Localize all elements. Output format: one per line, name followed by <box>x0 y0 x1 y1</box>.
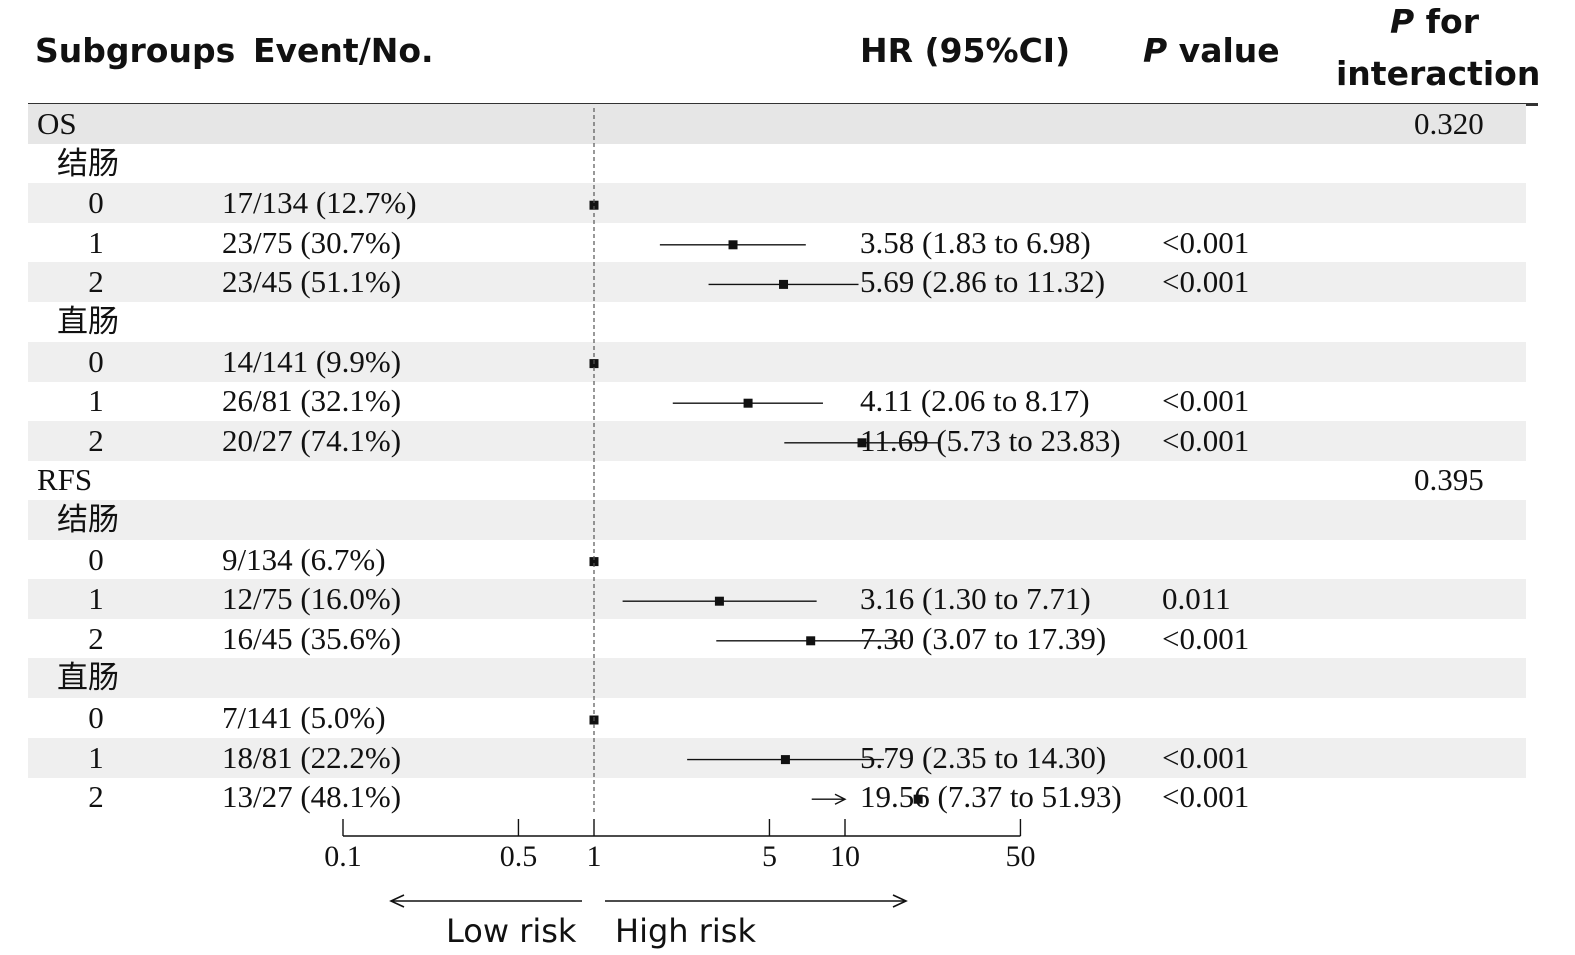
hazard-ratio-ci: 5.79 (2.35 to 14.30) <box>860 739 1107 775</box>
hr-point <box>728 240 738 250</box>
group-label: 直肠 <box>57 660 119 696</box>
row-band <box>28 579 1526 620</box>
p-value: 0.011 <box>1162 581 1231 617</box>
hazard-ratio-ci: 11.69 (5.73 to 23.83) <box>860 422 1121 458</box>
ci-arrow <box>834 793 847 805</box>
event-count: 23/75 (30.7%) <box>222 224 402 260</box>
hazard-ratio-ci: 19.56 (7.37 to 51.93) <box>860 779 1122 815</box>
hr-point <box>913 794 923 804</box>
header-p-italic: P <box>1143 31 1168 70</box>
event-count: 7/141 (5.0%) <box>222 700 386 735</box>
hazard-ratio-ci: 3.58 (1.83 to 6.98) <box>860 224 1091 260</box>
row-band <box>28 658 1526 699</box>
header-hr: HR (95%CI) <box>860 31 1071 70</box>
event-count: 23/45 (51.1%) <box>222 264 402 300</box>
hr-point <box>589 557 599 567</box>
level-label: 2 <box>88 422 104 458</box>
level-label: 2 <box>88 779 104 815</box>
p-value: <0.001 <box>1162 264 1250 300</box>
interaction-p-value: 0.320 <box>1414 106 1484 141</box>
x-tick-label: 1 <box>587 840 602 873</box>
header-subgroups: Subgroups <box>35 31 236 70</box>
header-events: Event/No. <box>253 31 434 70</box>
x-tick-label: 0.5 <box>500 840 538 873</box>
section-label: OS <box>37 106 77 141</box>
hr-point <box>714 596 724 606</box>
p-value: <0.001 <box>1162 620 1250 656</box>
high-risk-label: High risk <box>615 912 756 950</box>
x-tick-label: 50 <box>1005 840 1035 873</box>
row-band <box>28 500 1526 540</box>
event-count: 17/134 (12.7%) <box>222 185 417 221</box>
hazard-ratio-ci: 7.30 (3.07 to 17.39) <box>860 620 1107 656</box>
hr-point <box>857 438 867 448</box>
level-label: 1 <box>88 581 104 617</box>
event-count: 13/27 (48.1%) <box>222 779 402 815</box>
level-label: 0 <box>88 541 104 577</box>
p-value: <0.001 <box>1162 224 1250 260</box>
p-value: <0.001 <box>1162 383 1250 419</box>
header-p-value: P value <box>1143 25 1280 77</box>
hazard-ratio-ci: 4.11 (2.06 to 8.17) <box>860 383 1090 419</box>
header-interaction-italic: P <box>1390 2 1415 41</box>
event-count: 12/75 (16.0%) <box>222 581 402 617</box>
hr-point <box>589 200 599 210</box>
level-label: 2 <box>88 264 104 300</box>
p-value: <0.001 <box>1162 422 1250 458</box>
x-tick-label: 0.1 <box>324 840 362 873</box>
low-risk-arrow <box>389 894 582 908</box>
level-label: 0 <box>88 343 104 379</box>
p-value: <0.001 <box>1162 779 1250 815</box>
row-band <box>28 104 1526 144</box>
group-label: 结肠 <box>57 502 119 537</box>
hazard-ratio-ci: 5.69 (2.86 to 11.32) <box>860 264 1106 300</box>
level-label: 0 <box>88 185 104 221</box>
group-label: 结肠 <box>57 145 119 181</box>
row-band <box>28 262 1526 303</box>
hazard-ratio-ci: 3.16 (1.30 to 7.71) <box>860 581 1091 617</box>
row-band <box>28 737 1526 778</box>
row-band <box>28 341 1526 382</box>
hr-point <box>780 755 790 765</box>
section-label: RFS <box>37 462 93 498</box>
interaction-p-value: 0.395 <box>1414 462 1484 498</box>
p-value: <0.001 <box>1162 739 1250 775</box>
event-count: 16/45 (35.6%) <box>222 620 402 656</box>
level-label: 1 <box>88 739 104 775</box>
low-risk-label: Low risk <box>446 912 577 950</box>
high-risk-arrow <box>605 894 908 908</box>
header-interaction-line1: P for <box>1390 0 1479 48</box>
x-tick-label: 10 <box>830 840 860 873</box>
header-p-rest: value <box>1167 31 1280 70</box>
level-label: 0 <box>88 700 104 735</box>
event-count: 18/81 (22.2%) <box>222 739 402 775</box>
level-label: 2 <box>88 620 104 656</box>
x-tick-label: 5 <box>762 840 777 873</box>
level-label: 1 <box>88 224 104 260</box>
hr-point <box>806 636 816 646</box>
hr-point <box>779 279 789 289</box>
header-interaction-rest: for <box>1414 2 1479 41</box>
header-interaction-line2: interaction <box>1336 54 1541 93</box>
event-count: 26/81 (32.1%) <box>222 383 402 419</box>
event-count: 9/134 (6.7%) <box>222 541 386 577</box>
hr-point <box>743 398 753 408</box>
level-label: 1 <box>88 383 104 419</box>
event-count: 14/141 (9.9%) <box>222 343 402 379</box>
row-band <box>28 183 1526 224</box>
row-band <box>28 420 1526 461</box>
event-count: 20/27 (74.1%) <box>222 422 402 458</box>
group-label: 直肠 <box>57 304 119 339</box>
